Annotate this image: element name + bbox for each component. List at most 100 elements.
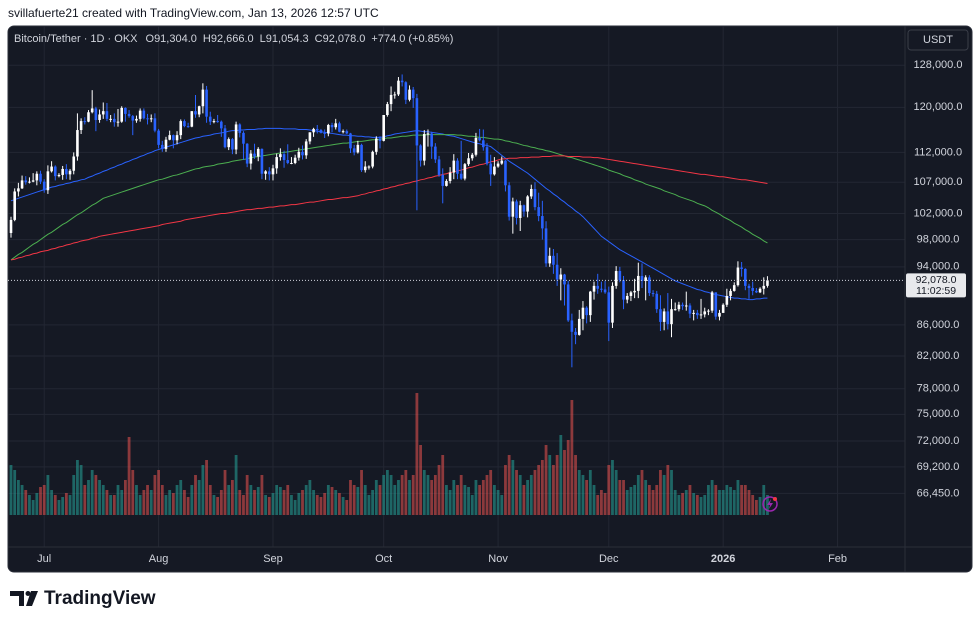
candle-body (673, 309, 677, 311)
candle-body (677, 304, 681, 310)
candle-body (707, 310, 710, 312)
candle-body (238, 124, 242, 133)
candle-body (744, 268, 747, 286)
candle-body (714, 292, 718, 317)
volume-bar (655, 485, 659, 515)
candle-body (563, 274, 566, 285)
volume-bar (448, 490, 452, 515)
volume-bar (393, 485, 397, 515)
volume-bar (470, 495, 474, 515)
volume-bar (282, 490, 286, 515)
candle-body (415, 98, 419, 146)
volume-bar (349, 480, 352, 515)
volume-bar (441, 455, 445, 515)
x-tick-label: Oct (375, 553, 392, 565)
volume-bar (611, 460, 614, 515)
logo-icon (10, 591, 24, 606)
candle-body (28, 181, 31, 183)
volume-bar (301, 490, 304, 515)
volume-bar (164, 495, 168, 515)
volume-bar (596, 495, 600, 515)
volume-bar (35, 493, 39, 515)
candle-body (312, 128, 315, 133)
candle-body (157, 130, 160, 145)
volume-bar (548, 455, 552, 515)
volume-bar (371, 490, 375, 515)
volume-bar (629, 487, 633, 515)
candle-body (172, 135, 175, 141)
x-tick-label: Feb (828, 553, 847, 565)
volume-bar (659, 470, 662, 515)
candle-body (39, 173, 42, 182)
volume-bar (740, 485, 744, 515)
volume-bar (201, 465, 205, 515)
volume-bar (168, 490, 172, 515)
x-tick-label: 2026 (711, 553, 735, 565)
candle-body (138, 110, 142, 119)
volume-bar (297, 493, 301, 515)
candle-body (297, 151, 301, 158)
header-text: svillafuerte21 created with TradingView.… (8, 6, 379, 20)
candle-body (367, 166, 371, 168)
candle-body (127, 113, 131, 117)
volume-bar (703, 495, 707, 515)
candle-body (526, 196, 529, 212)
candle-body (670, 309, 673, 325)
candle-body (507, 185, 511, 217)
volume-bar (231, 480, 234, 515)
currency-label: USDT (923, 34, 953, 46)
axis-layer: 128,000.0 120,000.0 112,000.0 107,000.0 102,… (8, 26, 972, 572)
candle-body (522, 205, 526, 212)
volume-bar (754, 500, 758, 515)
candle-body (197, 106, 201, 115)
volume-bar (256, 487, 260, 515)
volume-bar (341, 497, 345, 515)
candle-body (633, 290, 636, 293)
candle-body (426, 133, 430, 135)
candle-body (592, 285, 596, 292)
y-tick-label: 82,000.0 (917, 350, 960, 362)
volume-bar (267, 497, 271, 515)
alert-icon-ring (762, 496, 778, 512)
volume-bar (577, 470, 581, 515)
volume-bar (485, 475, 489, 515)
volume-bar (404, 470, 408, 515)
candle-body (190, 111, 194, 127)
candle-body (279, 154, 282, 158)
candle-body (607, 292, 611, 323)
candle-body (419, 145, 422, 161)
alert-icon (762, 496, 778, 512)
volume-bar (515, 470, 518, 515)
volume-bar (146, 485, 149, 515)
candle-body (253, 153, 256, 157)
candle-body (186, 126, 190, 128)
brand-name: TradingView (44, 588, 156, 609)
volume-bar (363, 485, 367, 515)
volume-bar (264, 495, 268, 515)
volume-bar (592, 485, 596, 515)
y-tick-label: 94,000.0 (917, 261, 960, 273)
volume-bar (758, 497, 762, 515)
volume-bar (175, 485, 179, 515)
candle-body (640, 275, 644, 281)
volume-bar (552, 465, 555, 515)
volume-bar (695, 495, 699, 515)
volume-bar (160, 485, 164, 515)
volume-bar (574, 455, 577, 515)
candle-body (341, 131, 345, 133)
volume-bar (197, 480, 201, 515)
volume-bar (290, 495, 293, 515)
candle-body (422, 134, 426, 161)
volume-bar (463, 485, 467, 515)
volume-bar (345, 500, 349, 515)
volume-bar (419, 445, 422, 515)
volume-bar (304, 485, 308, 515)
candle-body (76, 130, 79, 157)
volume-bar (72, 475, 76, 515)
volume-bar (585, 480, 589, 515)
candle-body (90, 108, 94, 113)
volume-bar (647, 485, 651, 515)
candle-body (459, 173, 463, 179)
candle-body (17, 188, 20, 192)
volume-bar (208, 485, 212, 515)
